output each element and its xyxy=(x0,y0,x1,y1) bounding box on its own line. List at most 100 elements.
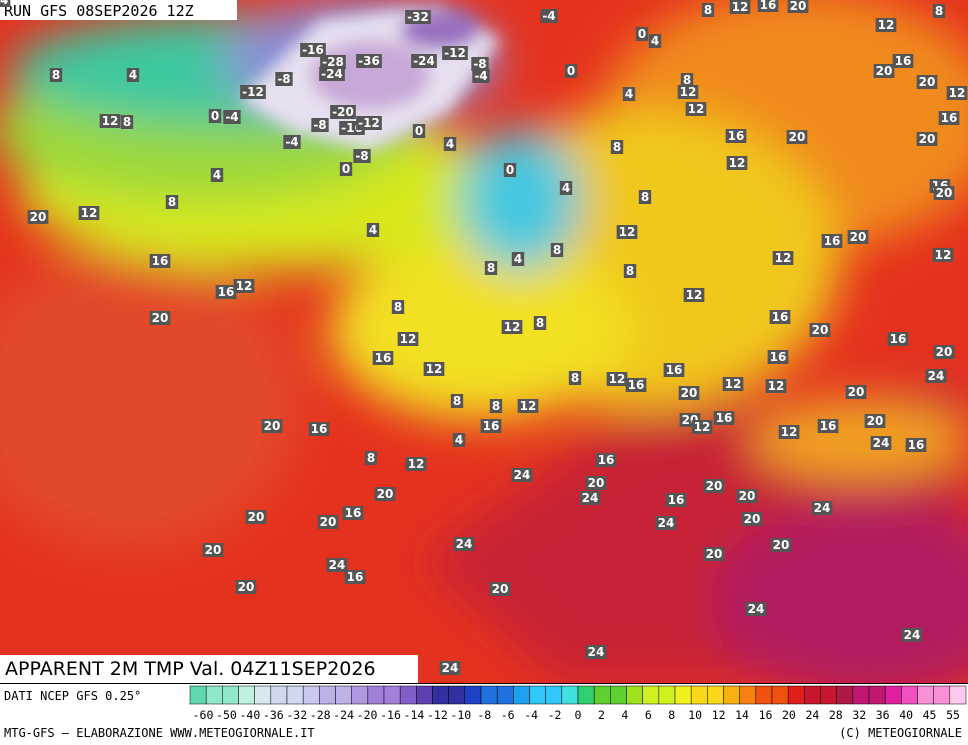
map-value-label: 12 xyxy=(775,251,792,265)
map-label-box xyxy=(439,661,461,675)
map-value-label: 12 xyxy=(81,206,98,220)
map-value-label: 24 xyxy=(582,491,599,505)
map-label-box xyxy=(610,140,624,154)
map-label-box xyxy=(208,109,222,123)
map-value-label: -20 xyxy=(332,105,354,119)
map-label-box xyxy=(905,438,927,452)
map-label-box xyxy=(845,385,867,399)
map-value-label: 12 xyxy=(400,332,417,346)
map-label-box xyxy=(356,116,382,130)
map-label-box xyxy=(149,311,171,325)
map-value-label: 4 xyxy=(514,252,522,266)
map-value-label: 20 xyxy=(812,323,829,337)
map-value-label: 16 xyxy=(820,419,837,433)
map-value-label: 0 xyxy=(506,163,514,177)
colorbar-swatch xyxy=(690,685,708,705)
map-label-box xyxy=(397,332,419,346)
map-value-label: 20 xyxy=(681,386,698,400)
colorbar-tick-label: 36 xyxy=(876,708,890,722)
map-value-label: -4 xyxy=(474,69,487,83)
map-label-box xyxy=(364,451,378,465)
map-value-label: 4 xyxy=(651,34,659,48)
colorbar-tick-label: -32 xyxy=(286,708,307,722)
map-value-label: 0 xyxy=(211,109,219,123)
map-label-box xyxy=(887,332,909,346)
map-label-box xyxy=(453,537,475,551)
colorbar-swatch xyxy=(302,685,320,705)
map-value-label: 8 xyxy=(553,243,561,257)
colorbar-swatch xyxy=(577,685,595,705)
map-label-box xyxy=(489,399,503,413)
colorbar-swatch xyxy=(222,685,239,705)
map-label-box xyxy=(680,73,694,87)
map-label-box xyxy=(736,489,758,503)
colorbar-swatch xyxy=(383,685,401,705)
temperature-field xyxy=(0,0,968,683)
colorbar-swatch xyxy=(836,685,854,705)
colorbar-tick-label: 45 xyxy=(923,708,937,722)
map-value-label: -24 xyxy=(321,67,343,81)
map-value-label: 12 xyxy=(725,377,742,391)
map-label-box xyxy=(300,43,326,57)
map-value-label: 8 xyxy=(168,195,176,209)
colorbar-tick-label: -10 xyxy=(450,708,471,722)
map-value-label: 8 xyxy=(683,73,691,87)
colorbar-tick-label: -28 xyxy=(310,708,331,722)
colorbar-tick-label: -20 xyxy=(357,708,378,722)
map-value-label: 8 xyxy=(492,399,500,413)
map-value-label: 24 xyxy=(658,516,675,530)
map-label-box xyxy=(233,279,255,293)
colorbar-tick-label: 28 xyxy=(829,708,843,722)
map-value-label: 24 xyxy=(329,558,346,572)
map-label-box xyxy=(330,105,356,119)
map-value-label: 24 xyxy=(928,369,945,383)
map-value-label: 12 xyxy=(520,399,537,413)
map-label-box xyxy=(875,18,897,32)
colorbar-tick-label: -6 xyxy=(501,708,515,722)
colorbar-tick-label: 40 xyxy=(899,708,913,722)
map-label-box xyxy=(767,350,789,364)
map-label-box xyxy=(283,135,301,149)
colorbar-swatch xyxy=(351,685,369,705)
map-label-box xyxy=(933,345,955,359)
colorbar-tick-label: -36 xyxy=(263,708,284,722)
map-label-box xyxy=(374,487,396,501)
colorbar-tick-label: 24 xyxy=(805,708,819,722)
map-label-box xyxy=(691,420,713,434)
map-label-box xyxy=(778,425,800,439)
map-label-box xyxy=(372,351,394,365)
map-label-box xyxy=(366,223,380,237)
map-label-box xyxy=(165,195,179,209)
map-label-box xyxy=(585,645,607,659)
map-label-box xyxy=(326,558,348,572)
map-value-label: 12 xyxy=(426,362,443,376)
credit: MTG-GFS — ELABORAZIONE WWW.METEOGIORNALE… xyxy=(4,726,315,740)
map-value-label: 24 xyxy=(0,0,8,7)
map-label-box xyxy=(423,362,445,376)
map-label-box xyxy=(120,115,134,129)
colorbar-swatch xyxy=(561,685,579,705)
map-label-box xyxy=(319,67,345,81)
colorbar-swatch xyxy=(513,685,530,705)
map-label-box xyxy=(787,0,809,13)
map-label-box xyxy=(501,320,523,334)
colorbar-swatch xyxy=(432,685,449,705)
map-value-label: 20 xyxy=(238,580,255,594)
map-value-label: 0 xyxy=(567,64,575,78)
map-label-box xyxy=(932,248,954,262)
map-value-label: 24 xyxy=(442,661,459,675)
map-label-box xyxy=(817,419,839,433)
map-label-box xyxy=(811,501,833,515)
run-box xyxy=(0,0,237,20)
map-label-box xyxy=(78,206,100,220)
map-label-box xyxy=(411,54,437,68)
map-label-box xyxy=(245,510,267,524)
map-value-label: -12 xyxy=(358,116,380,130)
map-value-label: 16 xyxy=(824,234,841,248)
map-label-box xyxy=(622,87,636,101)
map-value-label: 24 xyxy=(748,602,765,616)
map-value-label: 12 xyxy=(781,425,798,439)
map-label-box xyxy=(240,85,266,99)
map-value-label: 12 xyxy=(935,248,952,262)
map-value-label: -12 xyxy=(242,85,264,99)
